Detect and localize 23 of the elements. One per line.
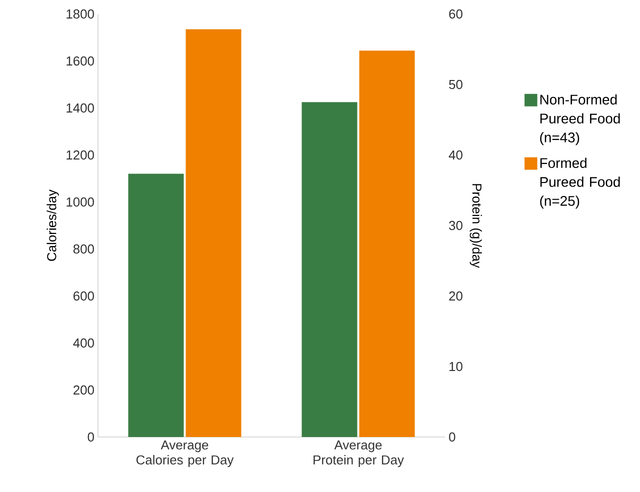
y2-tick-label: 30 bbox=[449, 220, 462, 230]
y2-tick-label: 0 bbox=[449, 432, 456, 442]
legend-label: Non-Formed Pureed Food (n=43) bbox=[540, 94, 620, 146]
y-axis-title: Calories/day bbox=[46, 190, 59, 261]
y-tick-label: 400 bbox=[73, 338, 94, 348]
y2-tick-label: 40 bbox=[448, 150, 462, 160]
y2-tick-label: 50 bbox=[449, 80, 462, 90]
y2-axis-title: Protein (g)/day bbox=[470, 184, 482, 268]
legend-label: Formed Pureed Food (n=25) bbox=[540, 158, 620, 209]
y2-tick-label: 20 bbox=[449, 291, 462, 301]
y-tick-label: 200 bbox=[74, 385, 94, 395]
y-tick-label: 800 bbox=[73, 244, 94, 254]
y-tick-label: 1800 bbox=[66, 9, 94, 19]
x-tick-label: Average Calories per Day bbox=[136, 440, 234, 468]
y-tick-label: 1000 bbox=[66, 197, 94, 207]
y-tick-label: 600 bbox=[74, 291, 94, 301]
y2-tick-label: 60 bbox=[449, 9, 462, 19]
y2-tick-label: 10 bbox=[450, 362, 462, 372]
y-tick-label: 1600 bbox=[66, 56, 94, 66]
y-tick-label: 1400 bbox=[66, 103, 94, 113]
y-tick-label: 1200 bbox=[66, 150, 94, 160]
y-tick-label: 0 bbox=[88, 432, 94, 442]
x-tick-label: Average Protein per Day bbox=[314, 440, 404, 468]
